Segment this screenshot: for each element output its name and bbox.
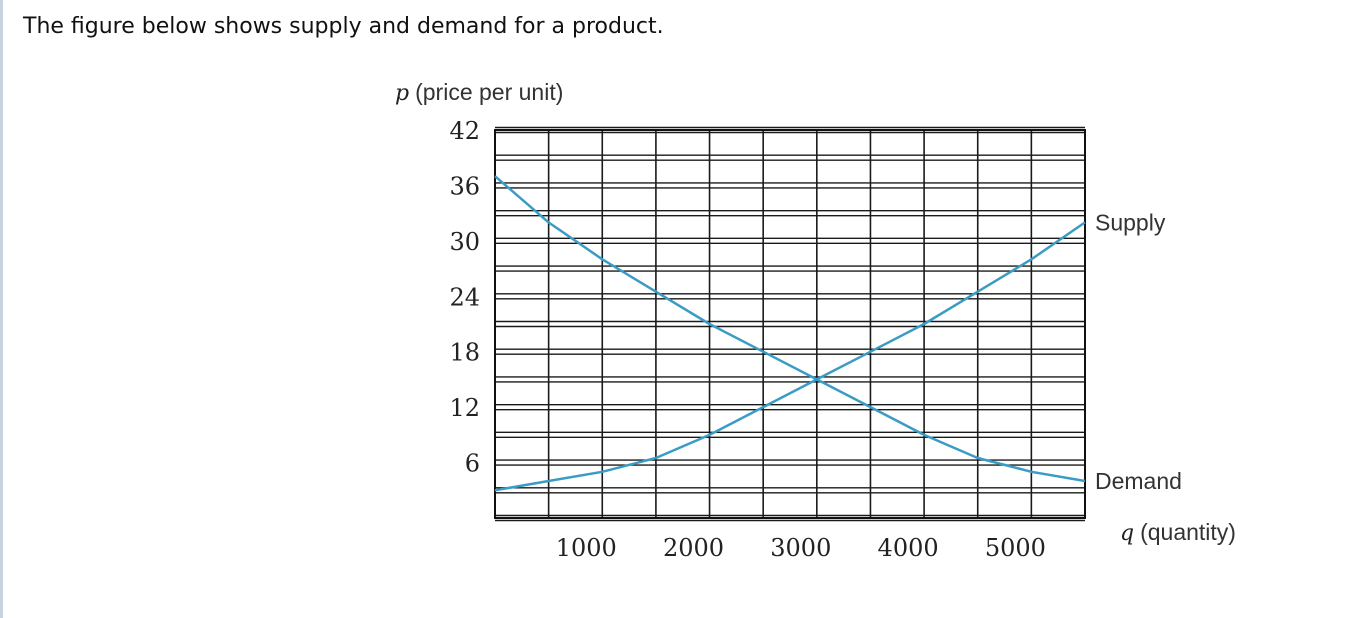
y-tick-label: 30 xyxy=(449,228,480,256)
x-axis-label: q (quantity) xyxy=(1120,519,1236,546)
intro-text: The figure below shows supply and demand… xyxy=(23,14,664,39)
x-axis-description: (quantity) xyxy=(1140,519,1236,545)
x-tick-label: 3000 xyxy=(770,534,831,562)
y-tick-label: 24 xyxy=(449,283,480,311)
series-line-supply xyxy=(494,221,1086,492)
series-line-demand xyxy=(494,175,1086,483)
x-tick-label: 1000 xyxy=(556,534,617,562)
grid xyxy=(494,126,1086,522)
x-tick-label: 2000 xyxy=(663,534,724,562)
chart-labels: Supply Demand 6 12 18 24 30 36 42 1000 2000 3000 400… xyxy=(395,79,1236,562)
x-tick-label: 4000 xyxy=(878,534,939,562)
plot-frame xyxy=(494,129,1086,519)
y-axis-description: (price per unit) xyxy=(415,79,563,105)
series-label-supply: Supply xyxy=(1095,209,1166,235)
y-axis-label: p (price per unit) xyxy=(395,79,563,106)
y-tick-label: 42 xyxy=(449,117,480,145)
left-border xyxy=(0,0,3,618)
x-tick-label: 5000 xyxy=(985,534,1046,562)
y-tick-label: 18 xyxy=(449,339,480,367)
x-axis-variable: q xyxy=(1120,521,1134,546)
y-axis-variable: p xyxy=(395,81,409,106)
series-label-demand: Demand xyxy=(1095,468,1182,494)
y-tick-label: 36 xyxy=(449,172,480,200)
series-lines xyxy=(494,175,1086,492)
y-tick-label: 6 xyxy=(465,450,480,478)
y-tick-label: 12 xyxy=(449,394,480,422)
